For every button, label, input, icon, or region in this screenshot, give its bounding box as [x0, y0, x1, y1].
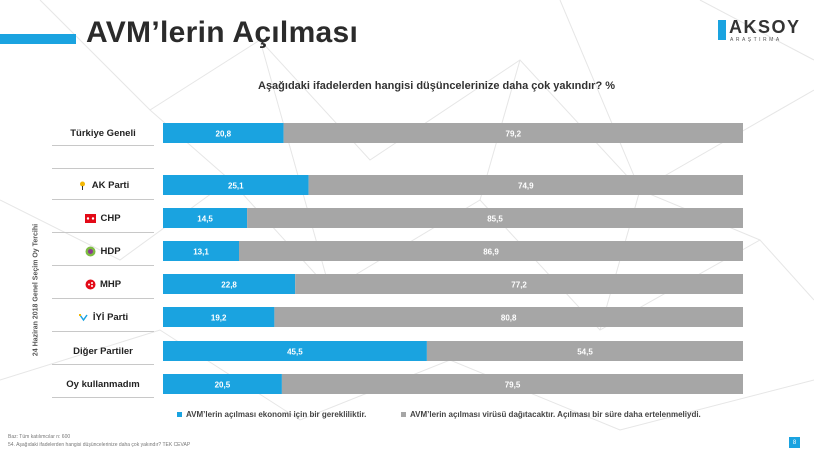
bar-segment-blue-0 — [163, 123, 284, 143]
bar-value-label: 25,1 — [228, 182, 244, 191]
row-label-chp: CHP — [52, 208, 154, 228]
bar-value-label: 20,5 — [215, 381, 231, 390]
row-separator — [52, 364, 154, 365]
bar-value-label: 79,2 — [506, 130, 522, 139]
bar-segment-gray-4 — [295, 274, 743, 294]
legend-swatch-gray — [401, 412, 406, 417]
bar-value-label: 22,8 — [221, 281, 237, 290]
mhp-logo-icon — [85, 279, 96, 289]
row-separator — [52, 168, 154, 169]
row-separator — [52, 145, 154, 146]
row-label-turkiye-geneli: Türkiye Geneli — [52, 123, 154, 143]
footnote-question: 54. Aşağıdaki ifadelerden hangisi düşünc… — [8, 442, 191, 448]
bar-segment-gray-7 — [281, 374, 743, 394]
bar-value-label: 79,5 — [505, 381, 521, 390]
page-title: AVM’lerin Açılması — [86, 16, 359, 49]
chp-logo-icon — [85, 213, 97, 223]
ak-parti-logo-icon — [79, 181, 85, 190]
row-separator — [52, 265, 154, 266]
row-separator — [52, 199, 154, 200]
logo-mark — [718, 20, 726, 40]
footnote-base: Baz: Tüm katılımcılar n: 600 — [8, 434, 71, 440]
chart-question: Aşağıdaki ifadelerden hangisi düşünceler… — [258, 80, 615, 92]
row-label-text: MHP — [99, 278, 122, 290]
bar-segment-blue-1 — [163, 175, 309, 195]
row-label-text: Oy kullanmadım — [66, 378, 140, 390]
row-label-ak-parti: AK Parti — [52, 175, 154, 195]
row-label-oy-kullanmadim: Oy kullanmadım — [52, 374, 154, 394]
bar-segment-blue-6 — [163, 341, 427, 361]
bar-segment-blue-4 — [163, 274, 296, 294]
bar-segment-gray-6 — [426, 341, 743, 361]
bar-value-label: 19,2 — [211, 314, 227, 323]
bar-segment-gray-0 — [283, 123, 743, 143]
row-separator — [52, 298, 154, 299]
legend-label: AVM’lerin açılması ekonomi için bir gere… — [186, 410, 367, 419]
bar-value-label: 14,5 — [197, 215, 213, 224]
bar-segment-blue-2 — [163, 208, 248, 228]
bar-value-label: 80,8 — [501, 314, 517, 323]
row-label-text: İYİ Parti — [92, 311, 129, 323]
bar-segment-blue-7 — [163, 374, 282, 394]
row-label-text: CHP — [100, 212, 121, 224]
page-number: 8 — [789, 437, 800, 448]
aksoy-logo: AKSOY ARAŞTIRMA — [718, 17, 801, 46]
bar-value-label: 85,5 — [487, 215, 503, 224]
bar-segment-gray-5 — [274, 307, 743, 327]
legend-item-economy: AVM’lerin açılması ekonomi için bir gere… — [177, 410, 366, 419]
bar-segment-blue-5 — [163, 307, 275, 327]
legend-swatch-blue — [177, 412, 182, 417]
row-label-text: HDP — [100, 245, 121, 257]
row-label-text: Diğer Partiler — [73, 345, 133, 357]
legend-item-virus: AVM’lerin açılması virüsü dağıtacaktır. … — [401, 410, 701, 419]
bar-value-label: 54,5 — [577, 348, 593, 357]
bar-value-label: 86,9 — [483, 248, 499, 257]
bar-segment-blue-3 — [163, 241, 239, 261]
bar-value-label: 20,8 — [216, 130, 232, 139]
hdp-logo-icon — [85, 246, 96, 256]
bar-segment-gray-1 — [308, 175, 743, 195]
iyi-parti-logo-icon — [77, 312, 89, 322]
bar-value-label: 13,1 — [193, 248, 209, 257]
logo-text: AKSOY — [729, 17, 801, 37]
row-label-hdp: HDP — [52, 241, 154, 261]
row-label-text: Türkiye Geneli — [70, 127, 136, 139]
bar-value-label: 77,2 — [511, 281, 527, 290]
row-label-text: AK Parti — [91, 179, 130, 191]
row-separator — [52, 232, 154, 233]
bar-segment-gray-3 — [239, 241, 743, 261]
logo-subtext: ARAŞTIRMA — [730, 37, 782, 43]
row-label-mhp: MHP — [52, 274, 154, 294]
title-accent-bar — [0, 34, 76, 44]
row-separator — [52, 331, 154, 332]
row-separator — [52, 397, 154, 398]
bar-value-label: 45,5 — [287, 348, 303, 357]
row-label-diger-partiler: Diğer Partiler — [52, 341, 154, 361]
legend-label: AVM’lerin açılması virüsü dağıtacaktır. … — [410, 410, 701, 419]
row-label-iyi-parti: İYİ Parti — [52, 307, 154, 327]
bar-segment-gray-2 — [247, 208, 743, 228]
bar-value-label: 74,9 — [518, 182, 534, 191]
